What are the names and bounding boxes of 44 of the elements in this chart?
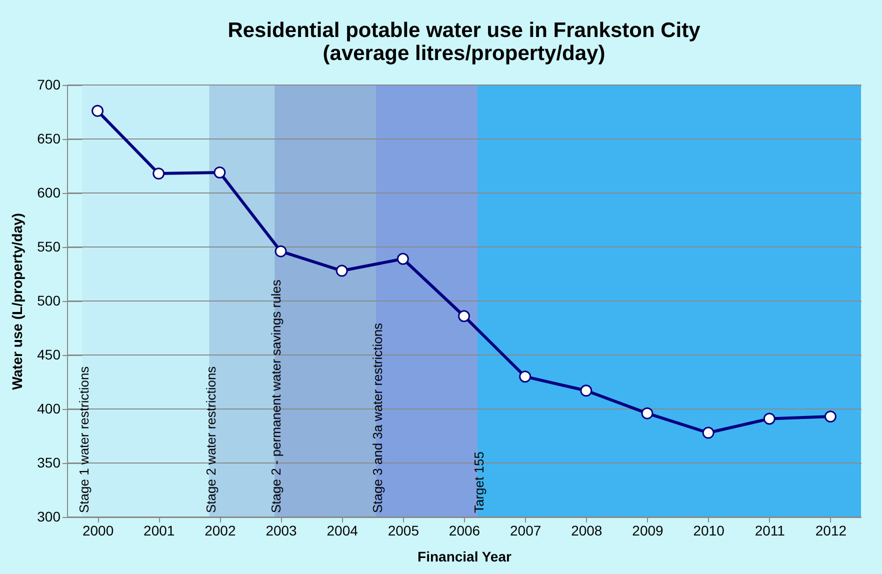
y-tick-label: 400	[37, 400, 61, 416]
text: Residential potable water use in Frankston City	[228, 19, 700, 42]
point	[763, 412, 776, 425]
point	[641, 407, 654, 420]
point	[824, 410, 836, 423]
y-tick-label: 500	[37, 292, 61, 308]
y-tick-label: 450	[37, 346, 61, 362]
point	[396, 252, 409, 265]
band-label: Stage 2 - permanent water savings rules	[268, 279, 284, 513]
x-tick-label: 2011	[754, 522, 786, 538]
y-tick-label: 700	[37, 76, 61, 92]
y-tick-label: 300	[37, 508, 61, 524]
point	[580, 384, 592, 397]
y-tick-label: 650	[37, 130, 61, 146]
x-tick-label: 2002	[204, 522, 236, 538]
point	[702, 426, 714, 439]
band-label: Stage 3 and 3a water restrictions	[370, 322, 386, 513]
text: (average litres/property/day)	[322, 42, 606, 65]
x-tick-label: 2008	[571, 522, 602, 538]
point	[519, 370, 532, 383]
point	[458, 310, 470, 322]
point	[152, 168, 165, 180]
y-tick-label: 350	[37, 454, 61, 470]
x-tick-label: 2005	[388, 522, 420, 538]
x-tick-label: 2009	[632, 522, 664, 538]
x-tick-label: 2012	[815, 522, 847, 538]
band-label: Stage 2 water restrictions	[203, 366, 218, 513]
point	[274, 245, 287, 258]
x-tick-label: 2000	[82, 522, 114, 538]
point	[92, 104, 104, 117]
y-axis-title: Water use (L/property/day)	[9, 213, 26, 390]
point	[336, 264, 348, 277]
x-tick-label: 2001	[144, 522, 175, 538]
point	[214, 166, 226, 178]
x-tick-label: 2006	[448, 522, 480, 538]
y-tick-label: 550	[37, 238, 61, 254]
x-tick-label: 2003	[266, 522, 298, 538]
x-tick-label: 2004	[326, 522, 358, 538]
x-tick-label: 2010	[693, 522, 725, 538]
x-tick-label: 2007	[510, 522, 542, 538]
band-label: Stage 1 water restrictions	[76, 366, 92, 513]
y-tick-label: 600	[37, 184, 61, 200]
x-axis-title: Financial Year	[418, 548, 512, 564]
band-label: Target 155	[471, 452, 486, 513]
